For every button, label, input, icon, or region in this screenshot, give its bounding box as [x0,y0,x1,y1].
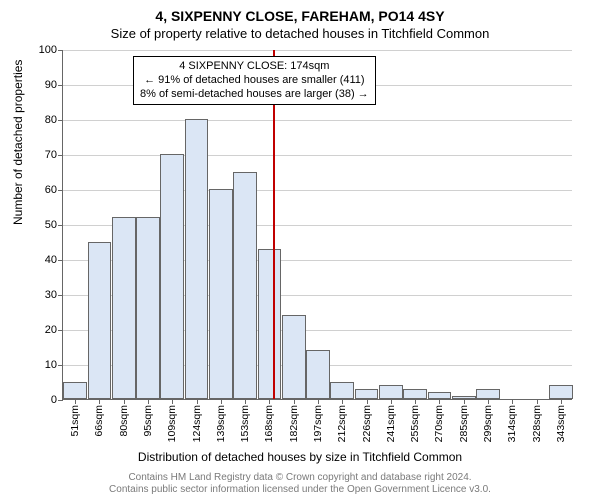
histogram-bar [282,315,306,399]
footer-line1: Contains HM Land Registry data © Crown c… [0,472,600,484]
histogram-bar [258,249,282,400]
ytick-mark [58,330,63,331]
xtick-mark [294,399,295,404]
xtick-label: 197sqm [312,405,324,442]
xtick-mark [148,399,149,404]
ytick-mark [58,120,63,121]
xtick-label: 153sqm [239,405,251,442]
histogram-bar [379,385,403,399]
xtick-mark [367,399,368,404]
xtick-label: 66sqm [93,405,105,437]
xtick-mark [537,399,538,404]
xtick-label: 168sqm [263,405,275,442]
annotation-line2: ← 91% of detached houses are smaller (41… [140,74,369,88]
xtick-mark [391,399,392,404]
annotation-box: 4 SIXPENNY CLOSE: 174sqm ← 91% of detach… [133,56,376,105]
ytick-label: 80 [45,114,57,126]
histogram-bar [476,389,500,400]
ytick-mark [58,50,63,51]
xtick-mark [318,399,319,404]
ytick-mark [58,155,63,156]
ytick-label: 10 [45,359,57,371]
ytick-label: 70 [45,149,57,161]
ytick-mark [58,85,63,86]
ytick-mark [58,365,63,366]
annotation-line3: 8% of semi-detached houses are larger (3… [140,88,369,102]
histogram-bar [306,350,330,399]
plot-area: 010203040506070809010051sqm66sqm80sqm95s… [62,50,572,400]
xtick-label: 226sqm [361,405,373,442]
histogram-bar [185,119,209,399]
gridline [63,155,572,156]
ytick-label: 20 [45,324,57,336]
x-axis-label: Distribution of detached houses by size … [0,450,600,464]
xtick-label: 314sqm [506,405,518,442]
xtick-mark [172,399,173,404]
xtick-mark [342,399,343,404]
xtick-mark [561,399,562,404]
xtick-mark [415,399,416,404]
xtick-label: 328sqm [531,405,543,442]
ytick-mark [58,225,63,226]
xtick-label: 182sqm [288,405,300,442]
xtick-label: 343sqm [555,405,567,442]
ytick-label: 40 [45,254,57,266]
title-main: 4, SIXPENNY CLOSE, FAREHAM, PO14 4SY [0,8,600,24]
gridline [63,190,572,191]
xtick-label: 255sqm [409,405,421,442]
xtick-label: 285sqm [458,405,470,442]
histogram-bar [233,172,257,400]
ytick-label: 0 [51,394,57,406]
ytick-label: 50 [45,219,57,231]
xtick-label: 95sqm [142,405,154,437]
xtick-label: 109sqm [166,405,178,442]
y-axis-label: Number of detached properties [11,60,25,225]
histogram-bar [330,382,354,400]
title-sub: Size of property relative to detached ho… [0,26,600,41]
xtick-mark [245,399,246,404]
xtick-mark [99,399,100,404]
xtick-label: 139sqm [215,405,227,442]
histogram-bar [355,389,379,400]
histogram-bar [209,189,233,399]
ytick-label: 90 [45,79,57,91]
histogram-bar [549,385,573,399]
xtick-label: 80sqm [118,405,130,437]
xtick-mark [439,399,440,404]
ytick-mark [58,260,63,261]
xtick-label: 124sqm [191,405,203,442]
xtick-mark [512,399,513,404]
histogram-bar [403,389,427,400]
ytick-mark [58,190,63,191]
xtick-mark [221,399,222,404]
annotation-line1: 4 SIXPENNY CLOSE: 174sqm [140,60,369,74]
xtick-label: 241sqm [385,405,397,442]
gridline [63,120,572,121]
xtick-label: 212sqm [336,405,348,442]
histogram-bar [428,392,452,399]
histogram-bar [88,242,112,400]
footer: Contains HM Land Registry data © Crown c… [0,472,600,496]
ytick-mark [58,400,63,401]
gridline [63,50,572,51]
chart-container: 4, SIXPENNY CLOSE, FAREHAM, PO14 4SY Siz… [0,0,600,500]
xtick-mark [124,399,125,404]
histogram-bar [136,217,160,399]
histogram-bar [63,382,87,400]
xtick-label: 270sqm [433,405,445,442]
histogram-bar [160,154,184,399]
xtick-mark [488,399,489,404]
xtick-label: 51sqm [69,405,81,437]
xtick-label: 299sqm [482,405,494,442]
xtick-mark [75,399,76,404]
xtick-mark [464,399,465,404]
ytick-label: 30 [45,289,57,301]
ytick-mark [58,295,63,296]
footer-line2: Contains public sector information licen… [0,484,600,496]
xtick-mark [197,399,198,404]
ytick-label: 100 [39,44,57,56]
histogram-bar [112,217,136,399]
ytick-label: 60 [45,184,57,196]
xtick-mark [269,399,270,404]
